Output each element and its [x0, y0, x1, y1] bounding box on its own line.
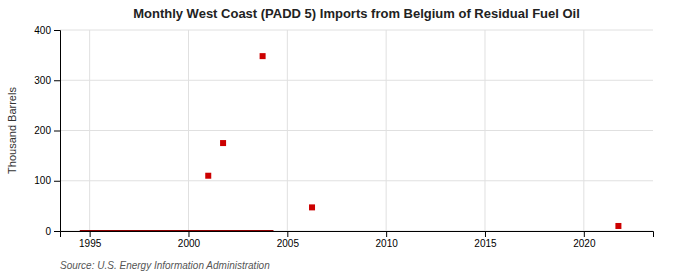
chart: 1995 2000 2005 2010 2015 2020 0 100 200 300 400 Mon… [0, 0, 675, 275]
y-tick-mark [54, 181, 60, 182]
y-grid-line [60, 30, 653, 31]
x-tick: 2020 [573, 231, 596, 249]
title: Monthly West Coast (PADD 5) Imports from… [133, 6, 580, 21]
x-tick: 2000 [178, 231, 201, 249]
y-tick: 200 [34, 125, 60, 136]
line [80, 230, 274, 231]
x-tick-mark [287, 231, 288, 237]
x-grid-line [188, 30, 189, 231]
y-tick: 0 [45, 226, 60, 237]
x-tick-label: 2000 [178, 238, 201, 249]
y-tick-mark [54, 231, 60, 232]
y-axis: 0 100 200 300 400 [34, 25, 60, 237]
plot-area: 1995 2000 2005 2010 2015 2020 0 100 200 300 400 [34, 25, 653, 249]
x-tick: 2005 [277, 231, 300, 249]
marks [80, 53, 622, 231]
x-tick-label: 2020 [573, 238, 596, 249]
x-grid-line [287, 30, 288, 231]
x-tick: 2015 [474, 231, 497, 249]
x-tick-mark [584, 231, 585, 237]
x-grid-line [386, 30, 387, 231]
y-tick-mark [54, 131, 60, 132]
y-grid-line [60, 80, 653, 81]
y-tick-label: 0 [45, 226, 51, 237]
y-tick-label: 100 [34, 175, 51, 186]
x-grid-line [583, 30, 584, 231]
point [615, 223, 621, 229]
y-tick-mark [54, 80, 60, 81]
y-tick-label: 400 [34, 25, 51, 36]
y-tick: 300 [34, 75, 60, 86]
x-tick-label: 2010 [376, 238, 399, 249]
y-tick-mark [54, 30, 60, 31]
y-tick-label: 300 [34, 75, 51, 86]
y-grid-line [60, 130, 653, 131]
x-grid-line [89, 30, 90, 231]
point [260, 53, 266, 59]
x-grid-line [484, 30, 485, 231]
y-tick-label: 200 [34, 125, 51, 136]
x-tick-label: 2005 [277, 238, 300, 249]
point [205, 173, 211, 179]
point [309, 204, 315, 210]
y-axis-line [54, 31, 61, 232]
y-tick: 100 [34, 175, 60, 186]
x-tick-label: 2015 [474, 238, 497, 249]
x-tick-mark [485, 231, 486, 237]
x-tick-label: 1995 [79, 238, 102, 249]
point [220, 140, 226, 146]
x-tick: 1995 [79, 231, 102, 249]
x-tick-mark [188, 231, 189, 237]
annotation: Source: U.S. Energy Information Administ… [60, 260, 270, 271]
x-axis: 1995 2000 2005 2010 2015 2020 [61, 231, 654, 249]
x-tick-mark [386, 231, 387, 237]
x-axis-line [61, 232, 654, 238]
y-tick: 400 [34, 25, 60, 36]
x-tick-mark [90, 231, 91, 237]
x-tick: 2010 [376, 231, 399, 249]
grid [60, 30, 653, 231]
y-axis-label: Thousand Barrels [6, 87, 18, 174]
y-grid-line [60, 180, 653, 181]
